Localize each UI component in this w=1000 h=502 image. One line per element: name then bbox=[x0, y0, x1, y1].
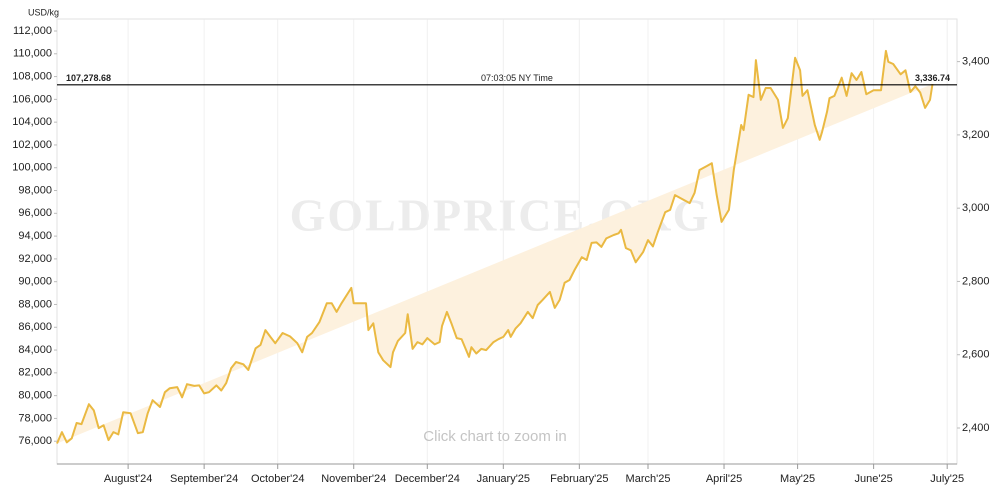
x-tick-label: March'25 bbox=[626, 473, 671, 485]
y2-tick-label: 3,000 bbox=[962, 202, 990, 214]
y-tick-label: 102,000 bbox=[12, 139, 52, 151]
y-tick-label: 84,000 bbox=[18, 344, 52, 356]
y-tick-label: 78,000 bbox=[18, 412, 52, 424]
unit-label: USD/kg bbox=[28, 7, 59, 17]
y-tick-label: 106,000 bbox=[12, 93, 52, 105]
x-tick-label: January'25 bbox=[477, 473, 530, 485]
x-tick-label: August'24 bbox=[104, 473, 153, 485]
plot-frame bbox=[56, 18, 958, 465]
x-tick-label: February'25 bbox=[550, 473, 608, 485]
y-tick-label: 112,000 bbox=[13, 25, 52, 37]
y2-tick-label: 2,600 bbox=[962, 349, 990, 361]
y-tick-label: 76,000 bbox=[18, 435, 52, 447]
y-tick-label: 96,000 bbox=[18, 207, 52, 219]
x-tick-label: December'24 bbox=[395, 473, 460, 485]
y-tick-label: 110,000 bbox=[13, 48, 52, 60]
y-tick-label: 92,000 bbox=[18, 253, 52, 265]
y-tick-label: 94,000 bbox=[18, 230, 52, 242]
y-tick-label: 82,000 bbox=[18, 367, 52, 379]
time-label: 07:03:05 NY Time bbox=[481, 73, 553, 83]
x-tick-label: September'24 bbox=[170, 473, 238, 485]
y-tick-label: 86,000 bbox=[18, 321, 52, 333]
y2-tick-label: 3,200 bbox=[962, 129, 990, 141]
x-tick-label: November'24 bbox=[321, 473, 386, 485]
y-tick-label: 104,000 bbox=[12, 116, 52, 128]
x-tick-label: June'25 bbox=[855, 473, 893, 485]
y-tick-label: 108,000 bbox=[12, 70, 52, 82]
current-price-label: 107,278.68 bbox=[66, 73, 111, 83]
y-tick-label: 98,000 bbox=[18, 184, 52, 196]
price-line bbox=[56, 49, 934, 444]
x-tick-label: April'25 bbox=[706, 473, 742, 485]
y-tick-label: 80,000 bbox=[18, 390, 52, 402]
y-tick-label: 88,000 bbox=[18, 298, 52, 310]
current-price-oz-label: 3,336.74 bbox=[915, 73, 950, 83]
y2-tick-label: 3,400 bbox=[962, 56, 990, 68]
x-tick-label: May'25 bbox=[780, 473, 815, 485]
y2-tick-label: 2,800 bbox=[962, 275, 990, 287]
x-tick-label: July'25 bbox=[930, 473, 964, 485]
x-tick-label: October'24 bbox=[251, 473, 304, 485]
zoom-hint: Click chart to zoom in bbox=[423, 428, 566, 445]
area-fill bbox=[57, 50, 933, 444]
y2-tick-label: 2,400 bbox=[962, 422, 990, 434]
y-tick-label: 90,000 bbox=[18, 276, 52, 288]
y-tick-label: 100,000 bbox=[12, 162, 52, 174]
